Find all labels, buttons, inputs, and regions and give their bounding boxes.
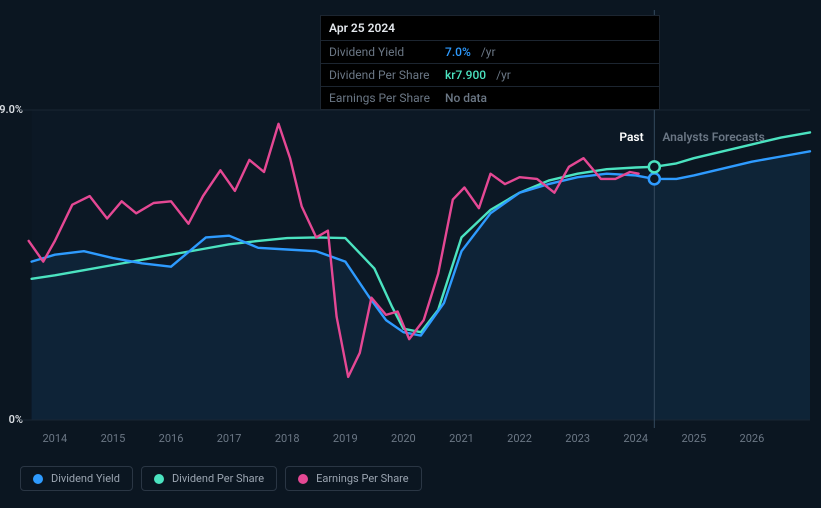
- legend-label: Dividend Yield: [51, 472, 120, 485]
- legend-item-dividend_yield[interactable]: Dividend Yield: [20, 466, 133, 491]
- marker-dividend_per_share: [649, 161, 660, 172]
- x-axis-tick-label: 2024: [623, 432, 648, 445]
- tooltip-value: 7.0%: [445, 45, 471, 59]
- tooltip-key: Dividend Yield: [329, 45, 437, 59]
- x-axis-tick-label: 2020: [391, 432, 416, 445]
- chart-legend: Dividend Yield Dividend Per Share Earnings…: [20, 466, 422, 491]
- x-axis-tick-label: 2015: [101, 432, 126, 445]
- legend-label: Dividend Per Share: [172, 472, 264, 485]
- legend-item-dividend_per_share[interactable]: Dividend Per Share: [141, 466, 277, 491]
- x-axis-tick-label: 2019: [333, 432, 358, 445]
- tooltip-value: No data: [445, 91, 487, 105]
- tooltip-date: Apr 25 2024: [321, 16, 659, 41]
- x-axis-tick-label: 2017: [217, 432, 242, 445]
- legend-label: Earnings Per Share: [316, 472, 409, 485]
- past-shade: [32, 110, 655, 420]
- x-axis-tick-label: 2025: [681, 432, 706, 445]
- x-axis-tick-label: 2022: [507, 432, 532, 445]
- legend-swatch: [298, 474, 308, 484]
- chart-tooltip: Apr 25 2024 Dividend Yield7.0%/yrDividen…: [320, 15, 660, 110]
- legend-swatch: [33, 474, 43, 484]
- x-axis-tick-label: 2026: [740, 432, 765, 445]
- tooltip-unit: /yr: [481, 45, 496, 59]
- tooltip-unit: /yr: [496, 68, 511, 82]
- marker-dividend_yield: [649, 173, 660, 184]
- tooltip-row: Dividend Yield 7.0% /yr: [321, 41, 659, 64]
- x-axis-tick-label: 2023: [565, 432, 590, 445]
- plot-area[interactable]: [20, 110, 810, 420]
- tooltip-row: Dividend Per Share kr7.900/yr: [321, 64, 659, 87]
- x-axis-tick-label: 2021: [449, 432, 474, 445]
- tooltip-value: kr7.900: [445, 68, 486, 82]
- x-axis-tick-label: 2014: [42, 432, 67, 445]
- dividend-chart: 9.0%0% 201420152016201720182019202020212…: [0, 0, 821, 508]
- tooltip-key: Dividend Per Share: [329, 68, 437, 82]
- x-axis-tick-label: 2016: [159, 432, 184, 445]
- region-label-forecast: Analysts Forecasts: [662, 130, 764, 144]
- tooltip-row: Earnings Per Share No data: [321, 87, 659, 109]
- x-axis: 2014 2015 2016 2017 2018 2019 2020 2021 2022 2023…: [20, 432, 810, 448]
- legend-item-earnings_per_share[interactable]: Earnings Per Share: [285, 466, 422, 491]
- x-axis-tick-label: 2018: [275, 432, 300, 445]
- tooltip-key: Earnings Per Share: [329, 91, 437, 105]
- legend-swatch: [154, 474, 164, 484]
- region-label-past: Past: [619, 130, 643, 144]
